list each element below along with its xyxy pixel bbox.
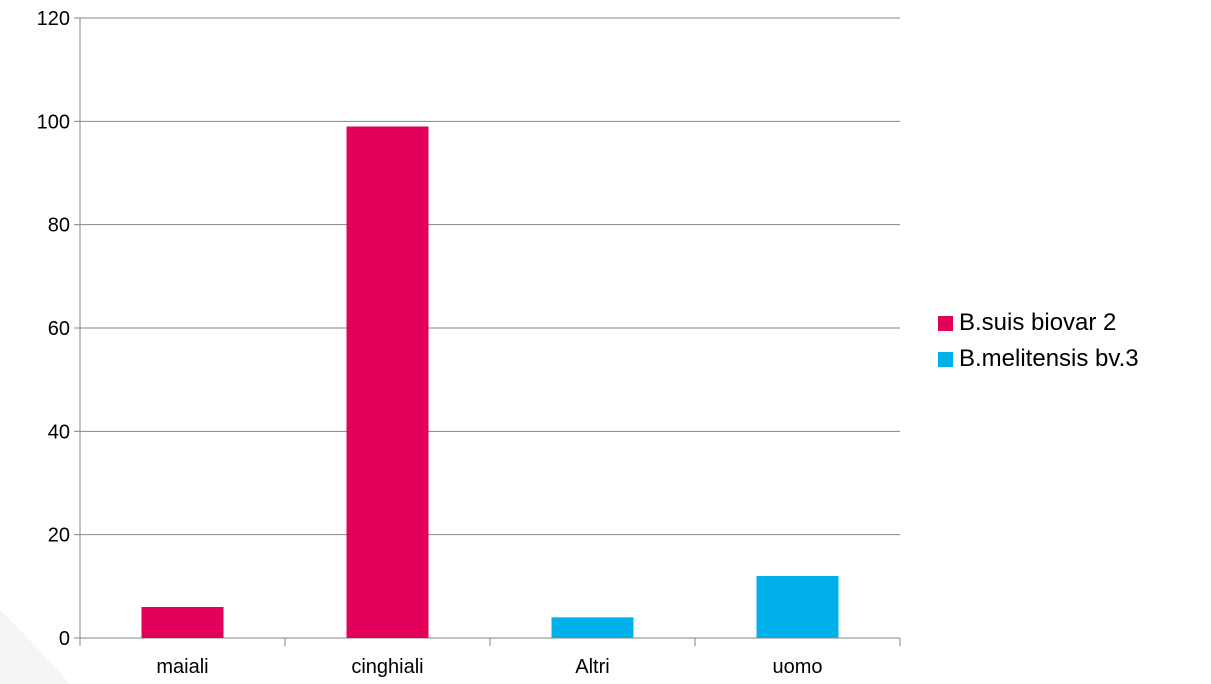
legend-label-series-2: B.melitensis bv.3 — [959, 345, 1139, 372]
y-tick-label: 100 — [37, 111, 70, 133]
y-tick-label: 40 — [48, 421, 70, 443]
bars — [141, 126, 839, 638]
y-tick-labels: 0 20 40 60 80 100 120 — [37, 8, 70, 650]
bar-series-2-Altri — [551, 617, 634, 638]
bar-series-2-uomo — [756, 576, 839, 638]
x-tick-label: cinghiali — [351, 656, 423, 678]
gridlines — [80, 17, 900, 536]
y-tick-label: 60 — [48, 318, 70, 340]
x-tick-labels: maiali cinghiali Altri uomo — [156, 656, 822, 678]
legend-item-series-2: B.melitensis bv.3 — [938, 341, 1139, 377]
legend-swatch-series-1 — [938, 315, 953, 331]
legend-item-series-1: B.suis biovar 2 — [938, 305, 1139, 341]
y-tick-label: 80 — [48, 215, 70, 237]
legend: B.suis biovar 2 B.melitensis bv.3 — [938, 305, 1139, 377]
y-tick-label: 120 — [37, 8, 70, 30]
x-tick-label: Altri — [575, 656, 609, 678]
axes — [74, 17, 901, 646]
legend-label-series-1: B.suis biovar 2 — [959, 309, 1117, 336]
y-tick-label: 0 — [59, 628, 70, 650]
x-tick-label: maiali — [156, 656, 208, 678]
bar-series-1-cinghiali — [346, 126, 429, 638]
x-tick-label: uomo — [772, 656, 822, 678]
bar-series-1-maiali — [141, 607, 224, 638]
legend-swatch-series-2 — [938, 351, 953, 367]
y-tick-label: 20 — [48, 525, 70, 547]
